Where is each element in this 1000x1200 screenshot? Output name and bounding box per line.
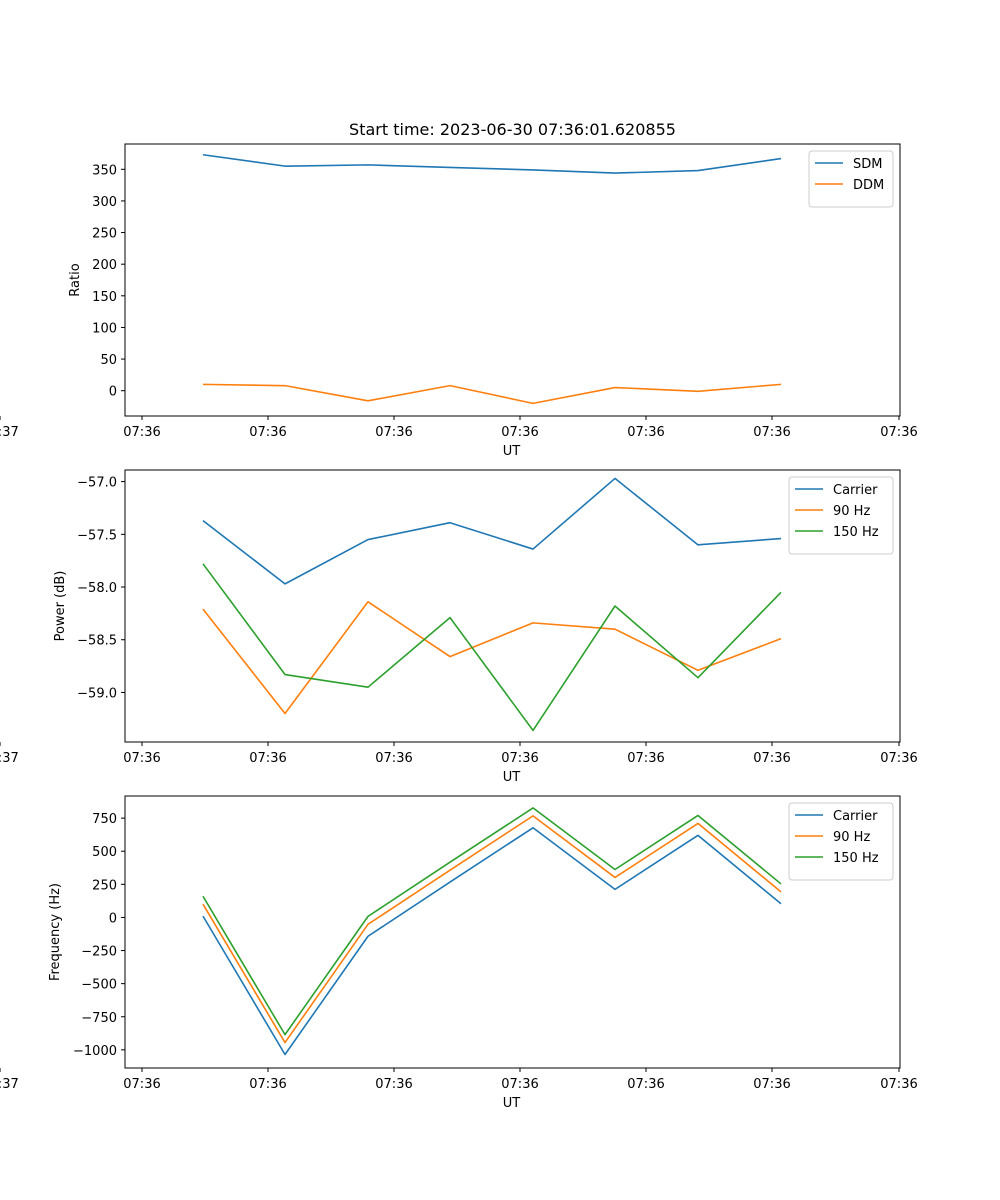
series-line-carrier bbox=[202, 826, 782, 1056]
x-axis-label: UT bbox=[503, 770, 521, 785]
x-axis-label: UT bbox=[503, 444, 521, 459]
x-tick-label: 07:36 bbox=[375, 425, 412, 440]
legend: Carrier 90 Hz 150 Hz bbox=[788, 476, 894, 555]
y-tick-label: 100 bbox=[92, 321, 117, 336]
y-tick-label: 350 bbox=[92, 163, 117, 178]
x-tick-label: 07:36 bbox=[627, 425, 664, 440]
legend-label: 150 Hz bbox=[833, 525, 879, 540]
y-tick-label: −250 bbox=[81, 945, 117, 960]
y-tick-label: 150 bbox=[92, 290, 117, 305]
y-tick-label: 750 bbox=[92, 812, 117, 827]
y-tick-label: −750 bbox=[81, 1011, 117, 1026]
axes-frame bbox=[124, 143, 901, 417]
x-tick-label: 07:36 bbox=[501, 1077, 538, 1092]
subplot-2: 07:36 07:36 07:36 07:36 07:36 07:36 07:36 07:37… bbox=[0, 469, 918, 785]
x-tick-label: 07:36 bbox=[753, 751, 790, 766]
x-tick-label: 07:36 bbox=[249, 425, 286, 440]
x-tick-label: 07:36 bbox=[880, 425, 917, 440]
legend-box bbox=[788, 802, 894, 881]
y-axis-label: Power (dB) bbox=[53, 571, 68, 642]
series-line-90-hz bbox=[202, 600, 782, 715]
y-tick-label: 500 bbox=[92, 845, 117, 860]
x-tick-label: 07:37 bbox=[0, 751, 19, 766]
y-tick-label: −58.5 bbox=[77, 634, 117, 649]
series-line-ddm bbox=[202, 383, 782, 405]
legend-label: DDM bbox=[853, 178, 884, 193]
x-tick-label: 07:36 bbox=[375, 751, 412, 766]
x-tick-label: 07:36 bbox=[375, 1077, 412, 1092]
legend-label: Carrier bbox=[833, 483, 878, 498]
legend-label: 90 Hz bbox=[833, 504, 870, 519]
x-tick-label: 07:36 bbox=[753, 1077, 790, 1092]
x-tick-label: 07:36 bbox=[880, 751, 917, 766]
x-tick-label: 07:36 bbox=[123, 1077, 160, 1092]
y-tick-label: 0 bbox=[109, 911, 117, 926]
series-line-sdm bbox=[202, 153, 782, 174]
legend-box bbox=[788, 476, 894, 555]
y-tick-label: −57.5 bbox=[77, 528, 117, 543]
y-tick-label: −500 bbox=[81, 978, 117, 993]
x-tick-label: 07:36 bbox=[880, 1077, 917, 1092]
series-line-150-hz bbox=[202, 807, 782, 1036]
y-tick-label: 200 bbox=[92, 258, 117, 273]
x-tick-label: 07:36 bbox=[249, 1077, 286, 1092]
x-tick-label: 07:36 bbox=[627, 751, 664, 766]
y-tick-label: 300 bbox=[92, 195, 117, 210]
x-tick-label: 07:36 bbox=[123, 425, 160, 440]
x-tick-label: 07:36 bbox=[249, 751, 286, 766]
legend-label: Carrier bbox=[833, 809, 878, 824]
y-tick-label: 50 bbox=[100, 353, 117, 368]
y-tick-label: 250 bbox=[92, 878, 117, 893]
x-tick-label: 07:36 bbox=[501, 751, 538, 766]
legend: Carrier 90 Hz 150 Hz bbox=[788, 802, 894, 881]
y-tick-label: 0 bbox=[109, 385, 117, 400]
series-line-150-hz bbox=[202, 563, 782, 732]
subplot-3: 07:36 07:36 07:36 07:36 07:36 07:36 07:36 07:37… bbox=[0, 795, 918, 1111]
series-line-90-hz bbox=[202, 815, 782, 1044]
y-tick-label: −1000 bbox=[73, 1044, 117, 1059]
x-tick-label: 07:36 bbox=[501, 425, 538, 440]
legend-box bbox=[808, 150, 894, 208]
x-tick-label: 07:37 bbox=[0, 1077, 19, 1092]
subplot-1: Start time: 2023-06-30 07:36:01.620855 07… bbox=[0, 120, 918, 459]
legend-label: 150 Hz bbox=[833, 851, 879, 866]
y-axis-label: Ratio bbox=[68, 263, 83, 296]
axes-frame bbox=[124, 469, 901, 743]
x-axis-label: UT bbox=[503, 1096, 521, 1111]
series-line-carrier bbox=[202, 477, 782, 585]
y-tick-label: 250 bbox=[92, 227, 117, 242]
x-tick-label: 07:36 bbox=[753, 425, 790, 440]
y-tick-label: −57.0 bbox=[77, 476, 117, 491]
y-axis-label: Frequency (Hz) bbox=[48, 883, 63, 981]
x-tick-label: 07:36 bbox=[627, 1077, 664, 1092]
x-tick-label: 07:37 bbox=[0, 425, 19, 440]
legend-label: SDM bbox=[853, 157, 882, 172]
x-tick-label: 07:36 bbox=[123, 751, 160, 766]
legend-label: 90 Hz bbox=[833, 830, 870, 845]
legend: SDM DDM bbox=[808, 150, 894, 208]
y-tick-label: −58.0 bbox=[77, 581, 117, 596]
y-tick-label: −59.0 bbox=[77, 686, 117, 701]
chart-title: Start time: 2023-06-30 07:36:01.620855 bbox=[349, 120, 676, 139]
axes-frame bbox=[124, 795, 901, 1069]
